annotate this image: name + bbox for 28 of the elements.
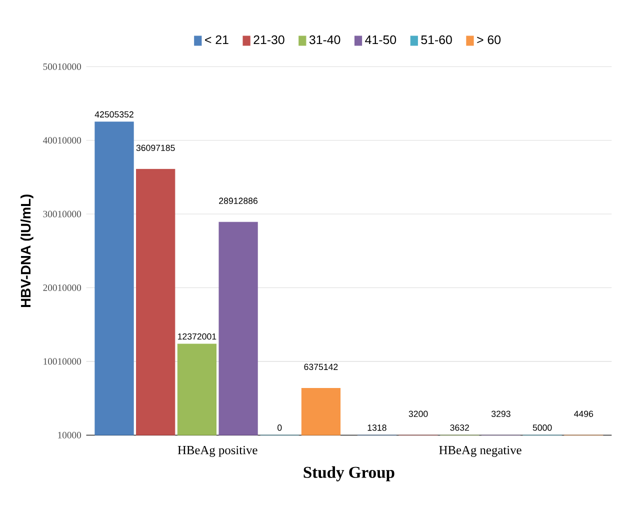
x-tick-label: HBeAg negative: [439, 446, 522, 457]
y-tick-label: 50010000: [43, 63, 82, 70]
data-label: 12372001: [178, 333, 216, 340]
y-tick-label: 10000: [58, 432, 82, 438]
data-label: 5000: [532, 424, 552, 431]
y-tick-label: 10010000: [44, 358, 82, 364]
x-tick-label: HBeAg positive: [178, 446, 258, 457]
data-label: 1318: [368, 424, 386, 431]
data-label: 3632: [450, 424, 469, 431]
legend-label: < 21: [205, 35, 228, 44]
y-axis-title: HBV-DNA (IU/mL): [20, 194, 34, 307]
legend-label: 21-30: [254, 35, 284, 44]
data-label: 3293: [492, 410, 510, 417]
y-tick-label: 40010000: [43, 136, 82, 144]
data-label: 36097185: [136, 144, 175, 151]
data-label: 3200: [408, 410, 428, 417]
legend-label: 41-50: [365, 35, 396, 44]
y-tick-label: 20010000: [43, 284, 82, 291]
data-label: 4496: [574, 410, 594, 417]
data-label: 28912886: [219, 198, 258, 204]
legend-label: 51-60: [421, 35, 452, 44]
legend-label: > 60: [477, 35, 501, 44]
x-axis-title: Study Group: [304, 466, 394, 482]
legend-label: 31-40: [309, 35, 340, 44]
y-tick-label: 30010000: [43, 210, 82, 218]
data-label: 0: [278, 424, 282, 431]
data-label: 42505352: [94, 111, 134, 118]
data-label: 6375142: [304, 364, 338, 370]
